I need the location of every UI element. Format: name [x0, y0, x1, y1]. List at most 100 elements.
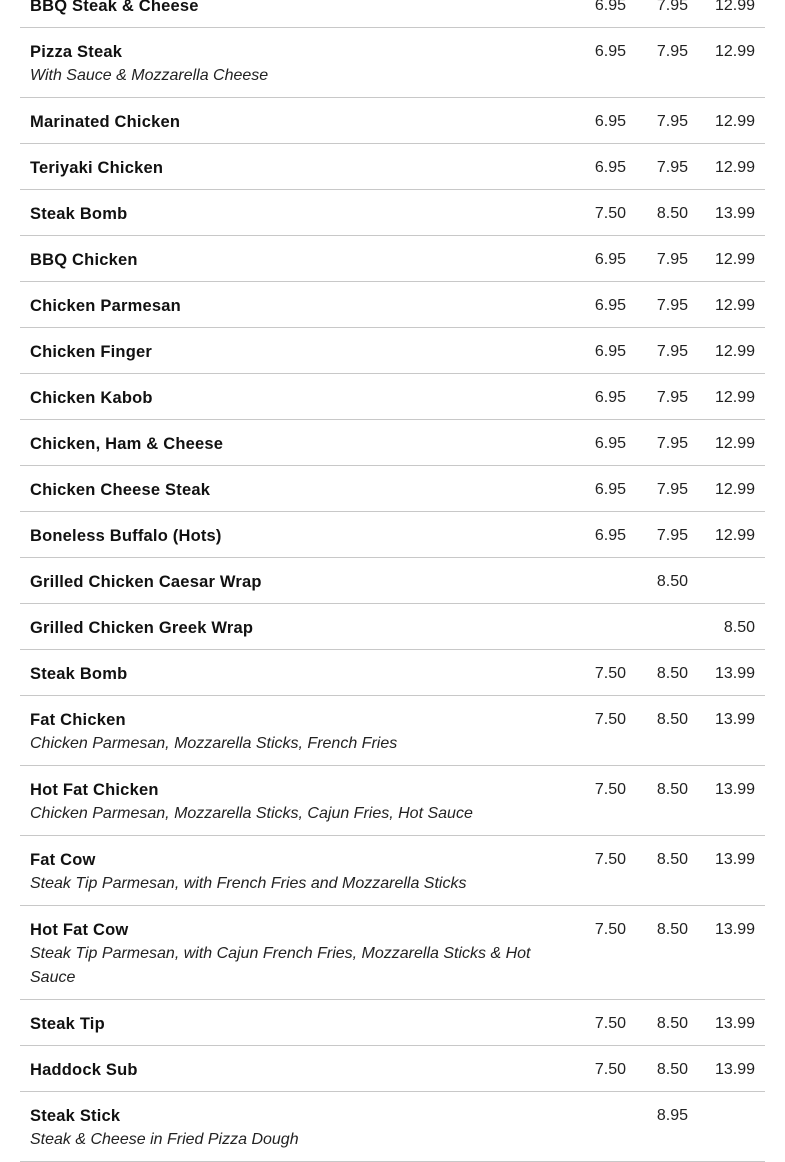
menu-item-price-medium: 8.50 — [656, 1061, 688, 1078]
menu-item-info: Steak Stick Steak & Cheese in Fried Pizza… — [30, 1104, 576, 1152]
menu-item-row: BBQ Steak & Cheese 6.95 7.95 12.99 — [20, 0, 765, 28]
menu-item-info: Haddock Sub — [30, 1058, 576, 1082]
menu-item-info: Fat Cow Steak Tip Parmesan, with French F… — [30, 848, 576, 896]
menu-item-price-large: 8.50 — [723, 619, 755, 636]
menu-item-info: Fat Chicken Chicken Parmesan, Mozzarella … — [30, 708, 576, 756]
menu-item-price-medium: 7.95 — [656, 389, 688, 406]
menu-item-price-small: 7.50 — [594, 205, 626, 222]
menu-item-row: Grilled Chicken Greek Wrap 8.50 — [20, 604, 765, 650]
menu-item-price-small: 7.50 — [594, 921, 626, 938]
menu-item-price-medium: 7.95 — [656, 435, 688, 452]
menu-item-name: Chicken Finger — [30, 343, 152, 361]
menu-item-price-small: 7.50 — [594, 1015, 626, 1032]
menu-item-price-small — [576, 570, 626, 594]
menu-item-info: Teriyaki Chicken — [30, 156, 576, 180]
menu-item-price-medium: 7.95 — [656, 527, 688, 544]
menu-item-description: With Sauce & Mozzarella Cheese — [30, 67, 269, 84]
menu-item-price-medium: 8.50 — [656, 1015, 688, 1032]
menu-item-price-large: 13.99 — [714, 205, 755, 222]
menu-item-price-large: 12.99 — [714, 481, 755, 498]
menu-item-info: Chicken Parmesan — [30, 294, 576, 318]
menu-item-info: Steak Bomb — [30, 202, 576, 226]
menu-item-description: Chicken Parmesan, Mozzarella Sticks, Fre… — [30, 735, 398, 752]
menu-item-price-small: 6.95 — [594, 43, 626, 60]
menu-item-price-small: 6.95 — [594, 389, 626, 406]
menu-item-name: Hot Fat Chicken — [30, 781, 159, 799]
menu-item-price-large: 12.99 — [714, 389, 755, 406]
menu-item-price-medium: 7.95 — [656, 343, 688, 360]
menu-item-price-medium: 8.95 — [656, 1107, 688, 1124]
menu-item-row: Chicken, Ham & Cheese 6.95 7.95 12.99 — [20, 420, 765, 466]
menu-item-name: Grilled Chicken Caesar Wrap — [30, 573, 262, 591]
menu-item-row: Grilled Chicken Caesar Wrap 8.50 — [20, 558, 765, 604]
menu-item-price-small: 6.95 — [594, 297, 626, 314]
menu-item-name: Pizza Steak — [30, 43, 123, 61]
menu-item-price-large: 13.99 — [714, 921, 755, 938]
menu-item-price-large: 13.99 — [714, 1061, 755, 1078]
menu-item-price-large: 12.99 — [714, 435, 755, 452]
menu-item-price-medium: 7.95 — [656, 159, 688, 176]
menu-item-row: BBQ Chicken 6.95 7.95 12.99 — [20, 236, 765, 282]
menu-item-name: Steak Stick — [30, 1107, 121, 1125]
menu-item-price-large: 13.99 — [714, 711, 755, 728]
menu-item-info: Hot Fat Cow Steak Tip Parmesan, with Caju… — [30, 918, 576, 990]
menu-item-name: Chicken Cheese Steak — [30, 481, 211, 499]
menu-item-row: Steak Stick Steak & Cheese in Fried Pizza… — [20, 1092, 765, 1162]
menu-item-price-small: 7.50 — [594, 1061, 626, 1078]
menu-item-name: Haddock Sub — [30, 1061, 138, 1079]
menu-item-price-small: 7.50 — [594, 851, 626, 868]
menu-item-price-medium: 7.95 — [656, 251, 688, 268]
menu-item-price-medium: 7.95 — [656, 43, 688, 60]
menu-item-price-large: 13.99 — [714, 781, 755, 798]
menu-item-price-large: 12.99 — [714, 0, 755, 14]
menu-item-row: Teriyaki Chicken 6.95 7.95 12.99 — [20, 144, 765, 190]
menu-item-row: Steak Bomb 7.50 8.50 13.99 — [20, 190, 765, 236]
menu-item-price-medium: 8.50 — [656, 573, 688, 590]
menu-item-name: Grilled Chicken Greek Wrap — [30, 619, 254, 637]
menu-item-name: Fat Cow — [30, 851, 96, 869]
menu-item-info: BBQ Steak & Cheese — [30, 0, 576, 18]
menu-item-price-medium: 7.95 — [656, 113, 688, 130]
menu-item-row: Boneless Buffalo (Hots) 6.95 7.95 12.99 — [20, 512, 765, 558]
menu-item-row: Pizza Steak With Sauce & Mozzarella Chees… — [20, 28, 765, 98]
menu-item-price-small: 6.95 — [594, 251, 626, 268]
menu-item-price-small — [576, 616, 626, 640]
menu-item-info: Hot Fat Chicken Chicken Parmesan, Mozzare… — [30, 778, 576, 826]
menu-item-row: Fat Cow Steak Tip Parmesan, with French F… — [20, 836, 765, 906]
menu-item-info: Chicken Kabob — [30, 386, 576, 410]
menu-item-price-large: 12.99 — [714, 159, 755, 176]
menu-item-price-medium: 8.50 — [656, 921, 688, 938]
menu-item-price-small: 6.95 — [594, 159, 626, 176]
menu-item-price-large — [688, 1104, 755, 1152]
menu-item-price-medium: 8.50 — [656, 205, 688, 222]
menu-item-price-small: 7.50 — [594, 711, 626, 728]
menu-item-name: Steak Bomb — [30, 205, 128, 223]
menu-item-row: Steak Bomb 7.50 8.50 13.99 — [20, 650, 765, 696]
menu-item-info: Grilled Chicken Caesar Wrap — [30, 570, 576, 594]
menu-item-row: Chicken Kabob 6.95 7.95 12.99 — [20, 374, 765, 420]
menu-item-row: Steak Tip 7.50 8.50 13.99 — [20, 1000, 765, 1046]
menu-item-price-small: 6.95 — [594, 435, 626, 452]
menu-item-info: Chicken, Ham & Cheese — [30, 432, 576, 456]
menu-item-price-large: 12.99 — [714, 43, 755, 60]
menu-item-price-small: 7.50 — [594, 665, 626, 682]
menu-item-name: Teriyaki Chicken — [30, 159, 164, 177]
menu-item-row: Chicken Finger 6.95 7.95 12.99 — [20, 328, 765, 374]
menu-item-price-large — [688, 570, 755, 594]
menu-item-name: Steak Bomb — [30, 665, 128, 683]
menu-item-row: Chicken Cheese Steak 6.95 7.95 12.99 — [20, 466, 765, 512]
menu-item-price-large: 12.99 — [714, 297, 755, 314]
menu-item-row: Hot Fat Chicken Chicken Parmesan, Mozzare… — [20, 766, 765, 836]
menu-item-price-large: 13.99 — [714, 1015, 755, 1032]
menu-item-row: Haddock Sub 7.50 8.50 13.99 — [20, 1046, 765, 1092]
menu-item-price-small: 6.95 — [594, 481, 626, 498]
menu-item-price-small: 6.95 — [594, 527, 626, 544]
menu-item-info: Pizza Steak With Sauce & Mozzarella Chees… — [30, 40, 576, 88]
menu-item-row: Fat Chicken Chicken Parmesan, Mozzarella … — [20, 696, 765, 766]
menu-item-price-medium — [626, 616, 688, 640]
menu-item-name: Chicken Kabob — [30, 389, 153, 407]
menu-item-info: BBQ Chicken — [30, 248, 576, 272]
menu-item-price-large: 13.99 — [714, 851, 755, 868]
menu-item-price-medium: 8.50 — [656, 711, 688, 728]
menu-item-name: Fat Chicken — [30, 711, 126, 729]
